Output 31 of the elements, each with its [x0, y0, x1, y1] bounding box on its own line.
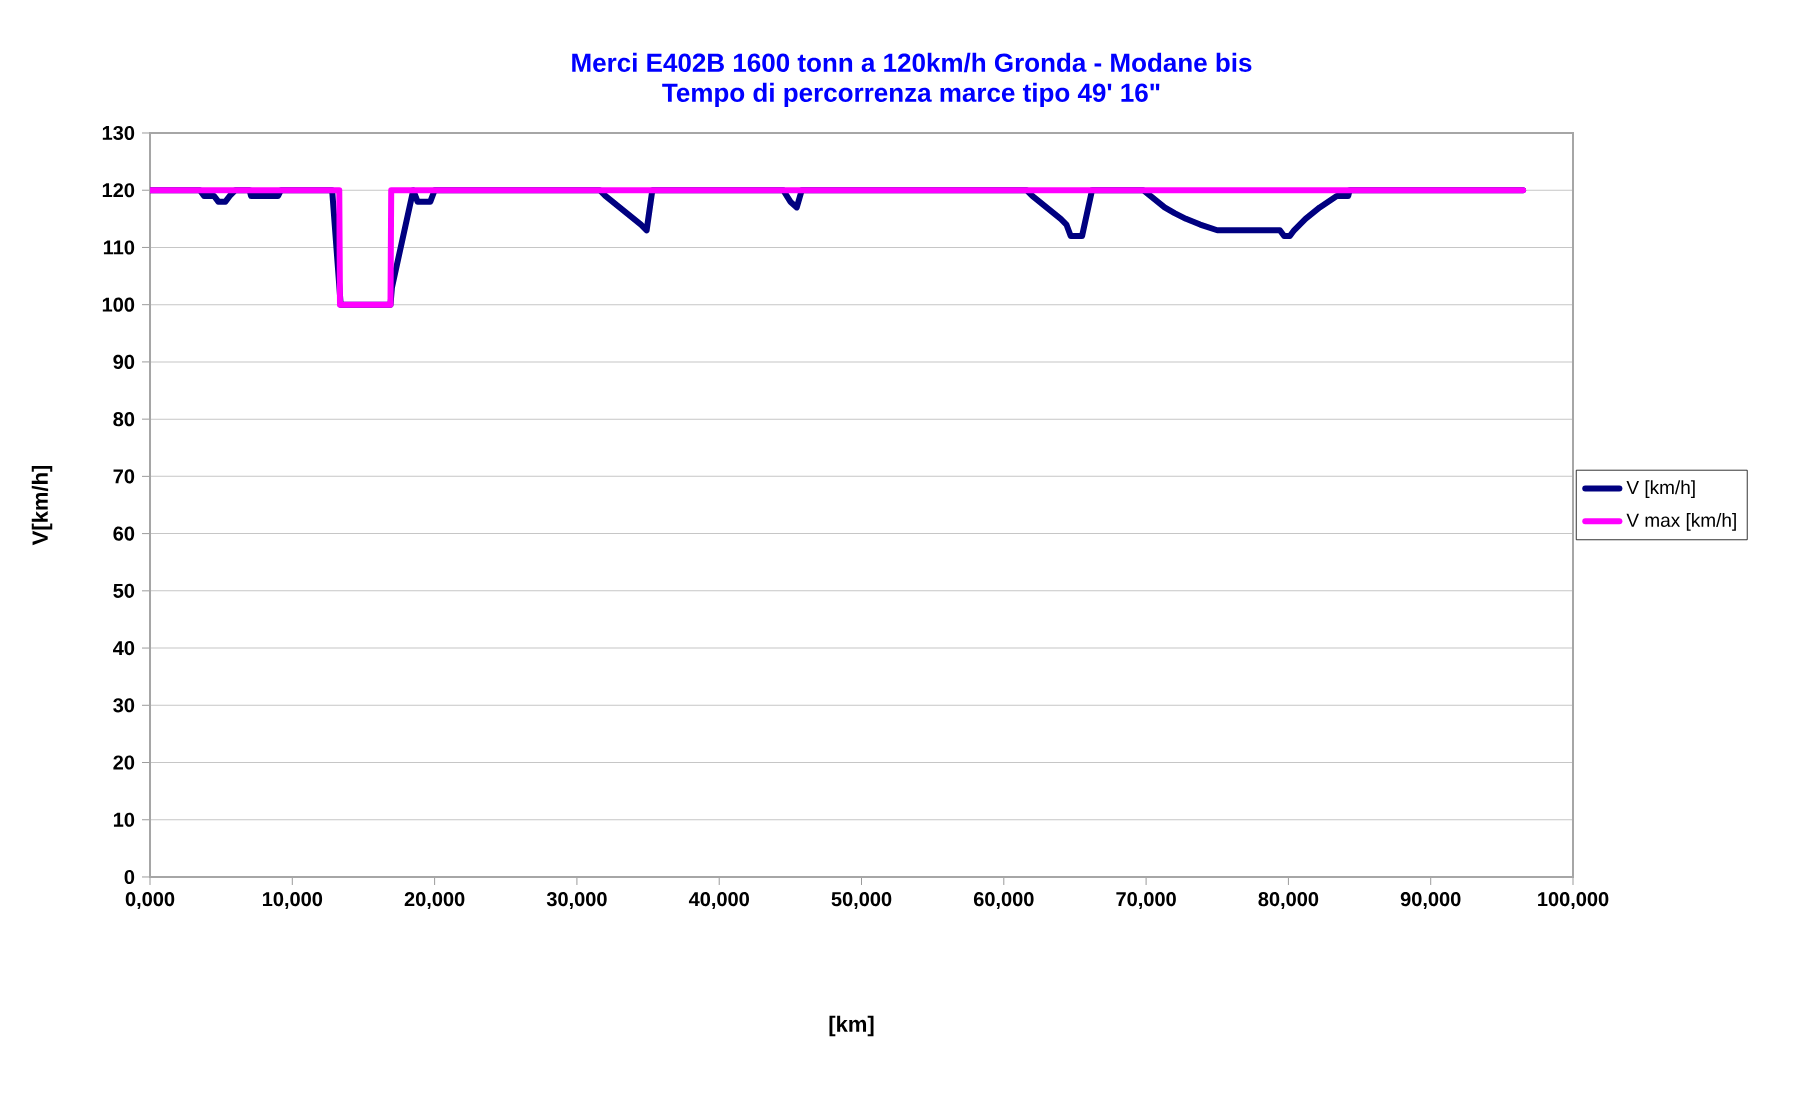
- chart-subtitle: Tempo di percorrenza marce tipo 49' 16": [662, 82, 1160, 108]
- y-axis-title: V[km/h]: [31, 465, 53, 546]
- x-tick-label: 10,000: [262, 892, 323, 910]
- y-tick-label: 80: [113, 412, 135, 427]
- y-tick-label: 60: [113, 526, 135, 541]
- y-tick-label: 0: [124, 869, 135, 885]
- x-tick-label: 40,000: [688, 892, 749, 910]
- y-tick-label: 110: [103, 240, 135, 255]
- x-tick-label: 100,000: [1538, 892, 1609, 910]
- y-tick-label: 120: [102, 183, 135, 198]
- x-tick-label: 30,000: [546, 892, 607, 910]
- x-tick-label: 60,000: [973, 892, 1034, 910]
- y-tick-label: 30: [113, 698, 135, 713]
- y-tick-label: 70: [113, 469, 135, 484]
- y-tick-label: 90: [113, 354, 135, 369]
- y-tick-label: 100: [102, 297, 135, 312]
- legend-label: V [km/h]: [1626, 480, 1695, 498]
- y-tick-label: 20: [113, 755, 135, 770]
- x-tick-label: 50,000: [831, 892, 892, 910]
- x-tick-label: 90,000: [1400, 892, 1461, 910]
- x-tick-label: 20,000: [404, 892, 465, 910]
- legend-label: V max [km/h]: [1626, 512, 1736, 531]
- chart-title: Merci E402B 1600 tonn a 120km/h Gronda - Modane bis: [572, 52, 1252, 73]
- y-tick-label: 130: [102, 125, 135, 141]
- x-axis-title: [km]: [829, 1015, 874, 1037]
- x-tick-label: 0,000: [125, 892, 175, 910]
- x-tick-label: 80,000: [1258, 892, 1319, 910]
- x-tick-label: 70,000: [1116, 892, 1176, 910]
- y-tick-label: 10: [113, 812, 135, 827]
- y-tick-label: 50: [113, 583, 135, 598]
- y-tick-label: 40: [113, 640, 135, 656]
